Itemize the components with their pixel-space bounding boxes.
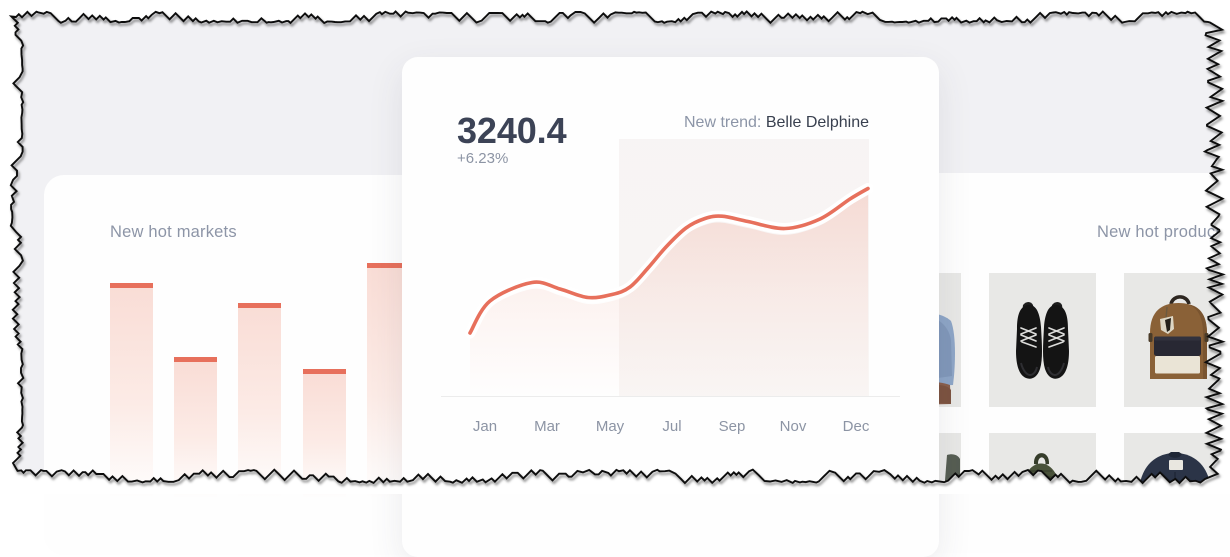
svg-text:Jan: Jan — [473, 418, 497, 435]
svg-text:May: May — [596, 418, 625, 435]
svg-text:Nov: Nov — [780, 418, 807, 435]
svg-text:Jul: Jul — [662, 418, 681, 435]
svg-text:Sep: Sep — [719, 418, 746, 435]
svg-text:Dec: Dec — [843, 418, 870, 435]
svg-text:Mar: Mar — [534, 418, 560, 435]
